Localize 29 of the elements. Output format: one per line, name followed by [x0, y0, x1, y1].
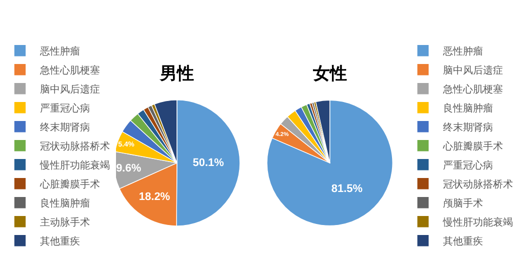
legend-label: 其他重疾: [443, 236, 483, 248]
legend-label: 颅脑手术: [443, 198, 483, 210]
data-label: 81.5%: [331, 183, 363, 196]
text: 女性: [312, 64, 347, 83]
legend-label: 慢性肝功能衰竭: [39, 160, 110, 172]
legend-label: 严重冠心病: [40, 102, 90, 114]
legend-label: 急性心肌梗塞: [39, 64, 100, 76]
legend-label: 终末期肾病: [443, 122, 493, 134]
legend-label: 主动脉手术: [40, 216, 90, 228]
legend-label: 其他重疾: [40, 236, 80, 248]
legend-label: 心脏瓣膜手术: [442, 140, 503, 152]
legend-label: 冠状动脉搭桥术: [443, 178, 513, 190]
text: 男性: [158, 64, 194, 83]
data-label: 50.1%: [192, 157, 224, 170]
legend-label: 冠状动脉搭桥术: [40, 140, 110, 152]
data-label: 18.2%: [138, 191, 170, 204]
legend-label: 慢性肝功能衰竭: [442, 216, 513, 228]
legend-label: 良性脑肿瘤: [443, 102, 493, 114]
legend-label: 恶性肿瘤: [39, 46, 80, 58]
legend-label: 终末期肾病: [40, 122, 90, 134]
data-label: 9.6%: [116, 162, 142, 175]
legend-label: 脑中风后遗症: [40, 84, 100, 96]
legend-label: 心脏瓣膜手术: [39, 178, 100, 190]
pie-slice: [266, 100, 393, 226]
legend-label: 严重冠心病: [443, 160, 493, 172]
legend-label: 急性心肌梗塞: [442, 84, 503, 96]
legend-label: 脑中风后遗症: [443, 64, 503, 76]
legend-label: 良性脑肿瘤: [40, 198, 90, 210]
legend-label: 恶性肿瘤: [442, 46, 483, 58]
